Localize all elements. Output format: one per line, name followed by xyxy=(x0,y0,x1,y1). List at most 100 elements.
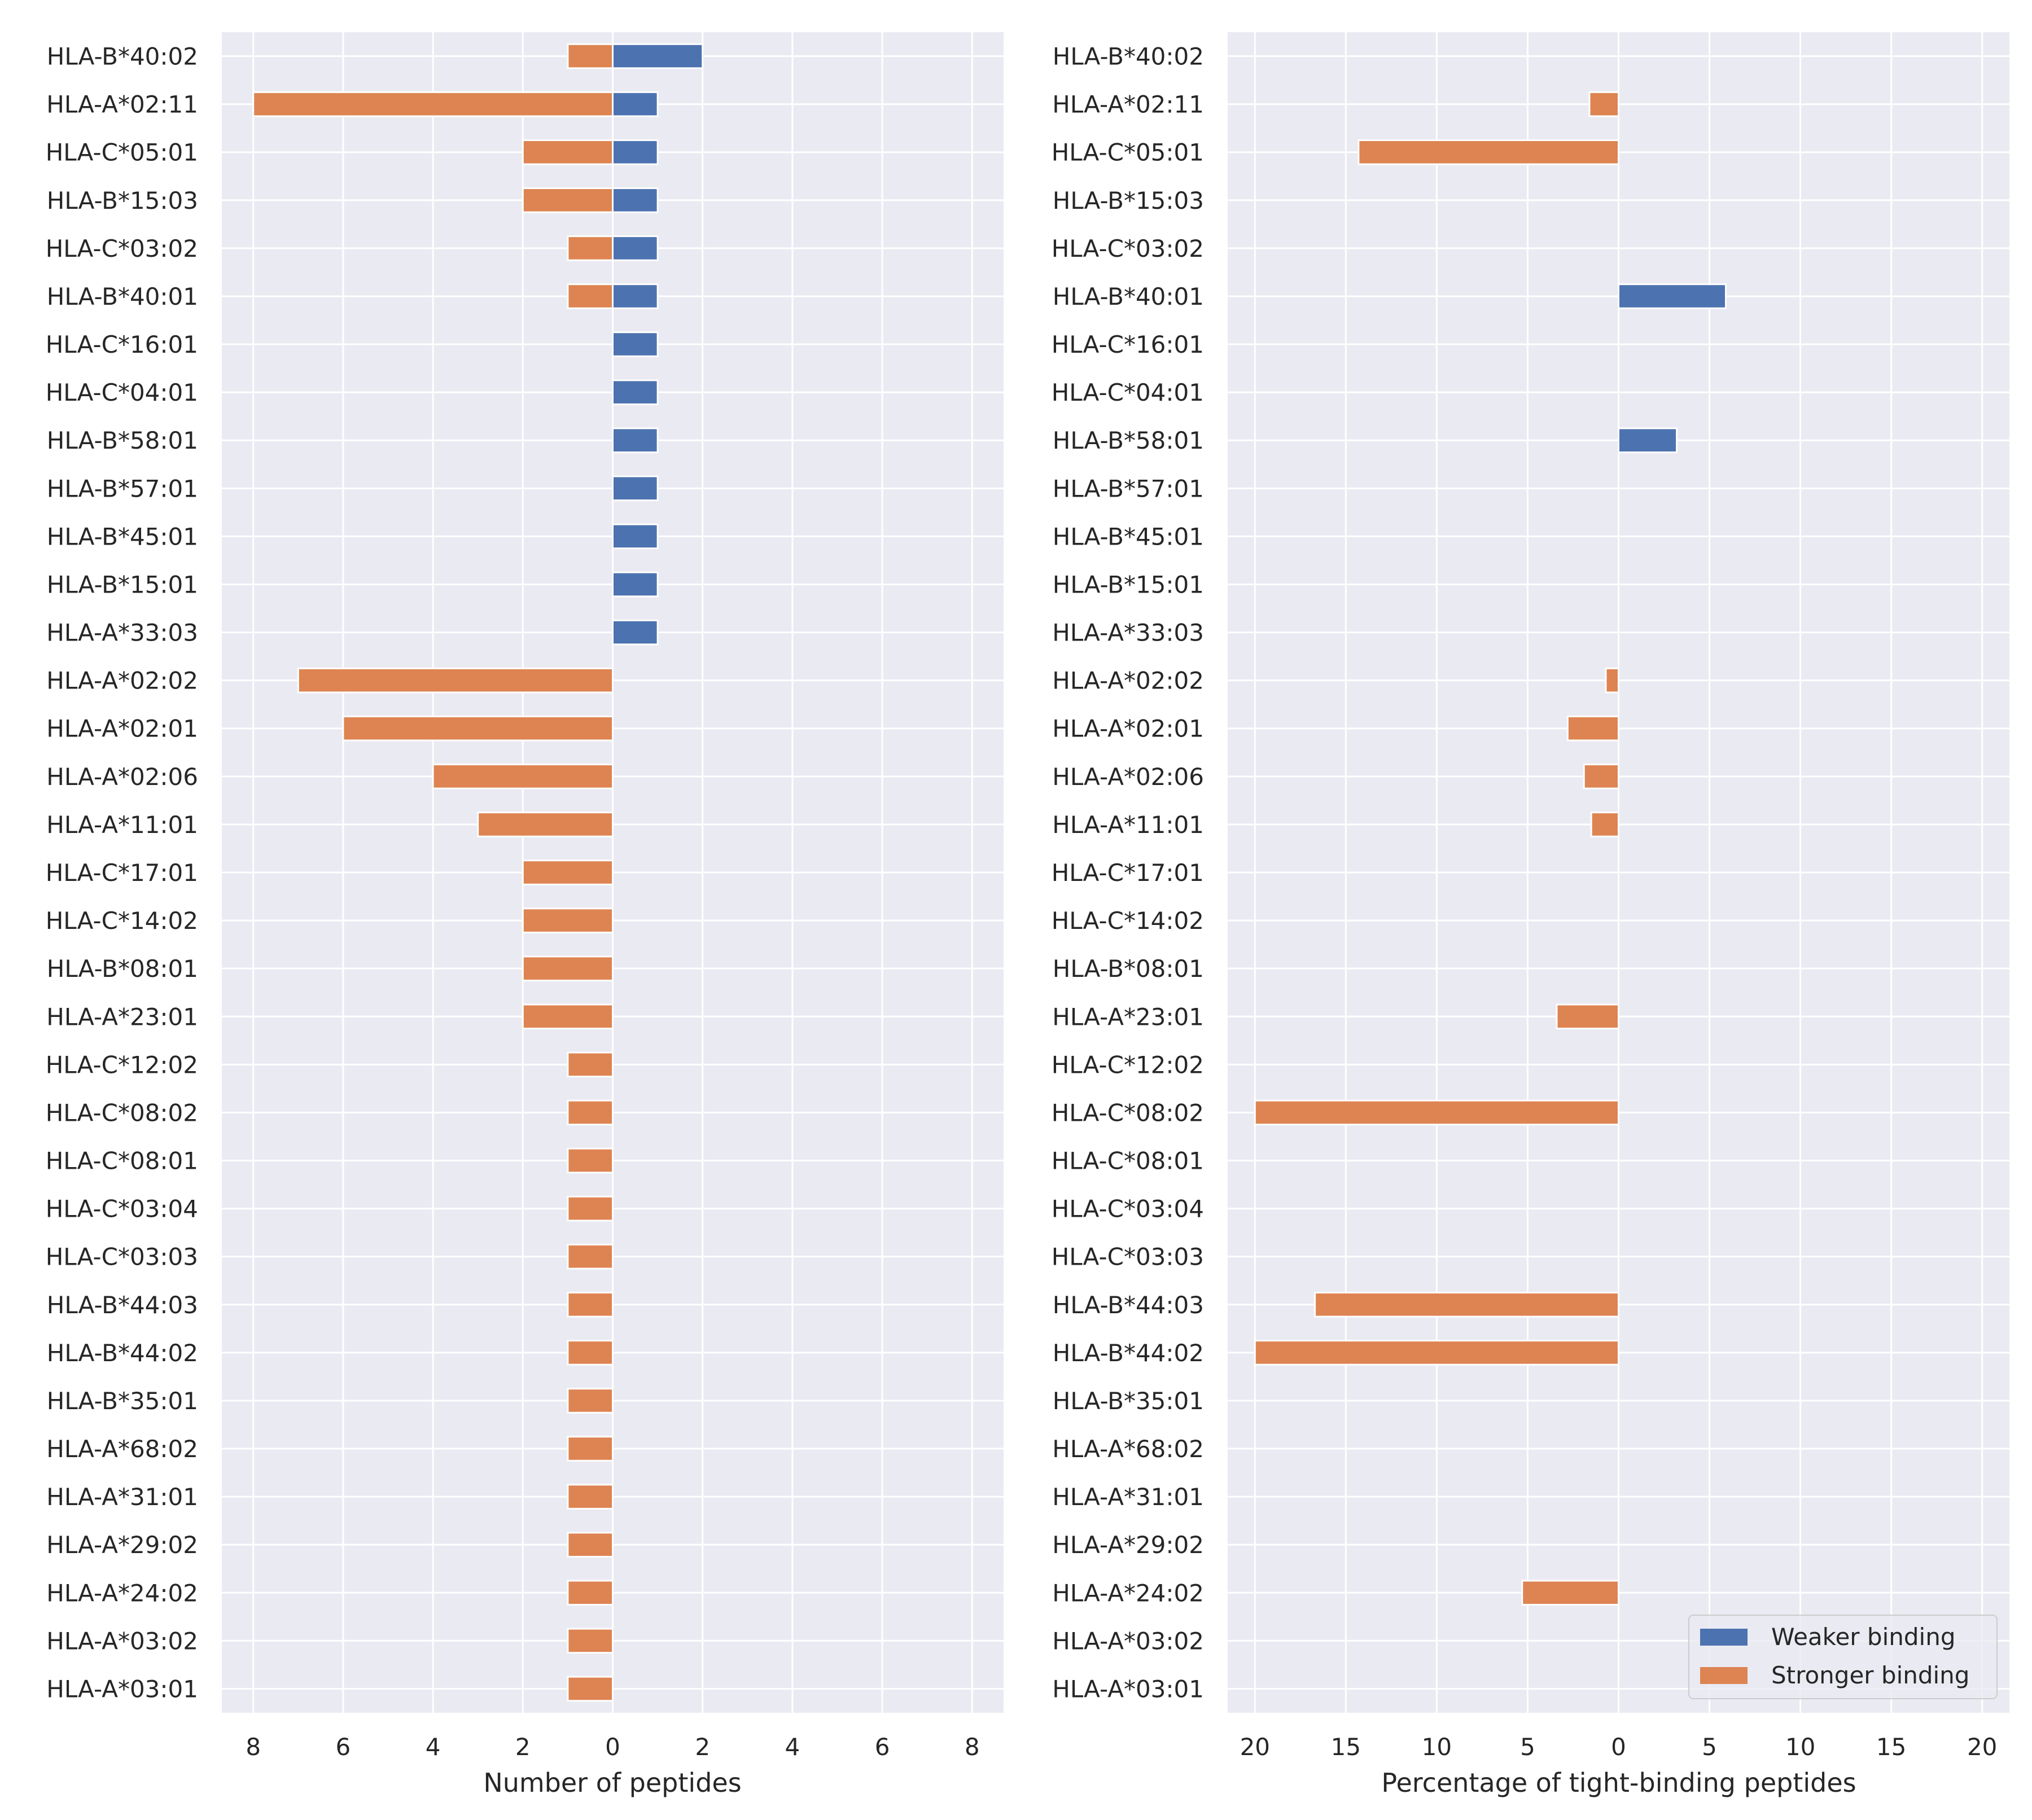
right-y-tick-label: HLA-A*11:01 xyxy=(1052,811,1204,839)
left-bar-stronger xyxy=(522,1003,614,1030)
right-y-tick-label: HLA-A*29:02 xyxy=(1052,1531,1204,1559)
legend-swatch-stronger xyxy=(1700,1667,1748,1684)
legend-box xyxy=(1688,1615,1998,1699)
left-x-tick-label: 4 xyxy=(785,1733,800,1761)
left-y-tick-label: HLA-A*33:03 xyxy=(46,619,198,647)
left-y-tick-label: HLA-A*11:01 xyxy=(46,811,198,839)
left-bar-stronger xyxy=(567,1580,614,1606)
left-y-tick-label: HLA-A*29:02 xyxy=(46,1531,198,1559)
left-y-tick-label: HLA-B*35:01 xyxy=(47,1387,198,1415)
left-y-tick-label: HLA-C*03:03 xyxy=(46,1243,198,1271)
left-y-tick-label: HLA-B*58:01 xyxy=(47,427,198,454)
left-panel-number-of-peptides: 8 6 4 2 0 2 4 6 8 HLA-B*40:02 HLA-A*02:11 HLA-C*05:… xyxy=(46,32,1004,1761)
left-y-tick-label: HLA-B*45:01 xyxy=(47,523,198,550)
left-bar-stronger xyxy=(477,812,614,837)
right-x-tick-label: 20 xyxy=(1240,1733,1270,1761)
right-bar-stronger xyxy=(1605,667,1619,694)
right-y-tick-label: HLA-B*44:03 xyxy=(1053,1291,1204,1319)
left-bar-stronger xyxy=(567,1195,614,1222)
right-bar-stronger xyxy=(1583,764,1619,790)
left-y-tick-label: HLA-C*14:02 xyxy=(46,907,198,935)
right-y-tick-label: HLA-B*57:01 xyxy=(1053,475,1204,502)
legend-swatch-weaker xyxy=(1700,1629,1748,1646)
right-y-tick-label: HLA-C*12:02 xyxy=(1052,1051,1204,1078)
left-bar-stronger xyxy=(567,1388,614,1414)
right-y-tick-label: HLA-B*15:01 xyxy=(1053,571,1204,598)
left-bar-stronger xyxy=(342,715,614,742)
right-y-tick-label: HLA-C*05:01 xyxy=(1052,139,1204,166)
left-bar-weaker xyxy=(612,619,659,646)
left-bar-stronger xyxy=(567,1099,614,1126)
right-y-tick-label: HLA-B*40:02 xyxy=(1053,43,1204,71)
right-y-tick-label: HLA-B*35:01 xyxy=(1053,1387,1204,1415)
right-panel-percentage-tight-binding: 20 15 10 5 0 5 10 15 20 HLA-B*40:02 HLA-A*02:11 HLA… xyxy=(1052,32,2009,1761)
left-y-tick-label: HLA-C*03:04 xyxy=(46,1195,198,1223)
right-bar-stronger xyxy=(1556,1003,1619,1030)
left-x-tick-label: 8 xyxy=(246,1733,261,1761)
left-bar-weaker xyxy=(612,43,704,69)
left-x-tick-label: 8 xyxy=(965,1733,980,1761)
right-x-tick-label: 20 xyxy=(1967,1733,1997,1761)
right-y-tick-label: HLA-A*02:01 xyxy=(1052,715,1204,743)
left-y-tick-label: HLA-A*02:02 xyxy=(46,667,198,695)
left-y-tick-label: HLA-A*02:11 xyxy=(46,91,198,119)
left-x-tick-label: 0 xyxy=(605,1733,620,1761)
left-bar-stronger xyxy=(432,764,614,790)
left-bar-stronger xyxy=(567,1628,614,1654)
left-y-tick-label: HLA-C*03:02 xyxy=(46,235,198,262)
right-y-tick-label: HLA-B*45:01 xyxy=(1053,523,1204,550)
left-y-tick-label: HLA-A*31:01 xyxy=(46,1483,198,1511)
left-y-tick-label: HLA-C*08:02 xyxy=(46,1099,198,1126)
right-y-tick-label: HLA-C*03:03 xyxy=(1052,1243,1204,1271)
left-x-tick-label: 4 xyxy=(426,1733,441,1761)
right-y-tick-label: HLA-C*17:01 xyxy=(1052,859,1204,887)
left-bar-stronger xyxy=(567,1340,614,1366)
left-y-tick-label: HLA-B*15:03 xyxy=(47,187,198,214)
right-bar-stronger xyxy=(1314,1292,1620,1318)
left-y-tick-label: HLA-A*68:02 xyxy=(46,1435,198,1463)
left-bar-stronger xyxy=(522,139,614,165)
right-y-tick-label: HLA-C*14:02 xyxy=(1052,907,1204,935)
left-bar-weaker xyxy=(612,475,659,502)
left-y-tick-label: HLA-C*17:01 xyxy=(46,859,198,887)
right-y-tick-label: HLA-A*24:02 xyxy=(1052,1579,1204,1607)
legend-label-stronger: Stronger binding xyxy=(1771,1661,1969,1689)
right-y-tick-label: HLA-A*23:01 xyxy=(1052,1003,1204,1030)
left-bar-weaker xyxy=(612,523,659,550)
right-x-tick-label: 15 xyxy=(1331,1733,1361,1761)
right-y-tick-label: HLA-C*08:01 xyxy=(1052,1147,1204,1175)
right-y-tick-label: HLA-B*08:01 xyxy=(1053,955,1204,983)
left-y-tick-label: HLA-A*03:01 xyxy=(46,1675,198,1703)
right-bar-weaker xyxy=(1618,283,1727,309)
right-y-tick-label: HLA-B*40:01 xyxy=(1053,283,1204,310)
left-bar-stronger xyxy=(297,667,614,694)
left-bar-stronger xyxy=(567,43,614,69)
right-y-tick-label: HLA-A*02:11 xyxy=(1052,91,1204,119)
right-y-tick-label: HLA-B*15:03 xyxy=(1053,187,1204,214)
right-x-tick-label: 10 xyxy=(1422,1733,1452,1761)
left-y-tick-label: HLA-A*02:06 xyxy=(46,763,198,791)
right-y-tick-label: HLA-A*02:02 xyxy=(1052,667,1204,695)
legend-label-weaker: Weaker binding xyxy=(1771,1623,1955,1651)
right-bar-stronger xyxy=(1357,139,1619,165)
right-y-tick-label: HLA-B*58:01 xyxy=(1053,427,1204,454)
right-y-tick-label: HLA-A*33:03 xyxy=(1052,619,1204,647)
left-y-tick-label: HLA-B*57:01 xyxy=(47,475,198,502)
right-x-axis-label: Percentage of tight-binding peptides xyxy=(1381,1768,1856,1798)
right-bar-weaker xyxy=(1618,427,1678,454)
left-bar-weaker xyxy=(612,235,659,261)
left-bar-stronger xyxy=(567,1484,614,1510)
left-y-tick-label: HLA-C*04:01 xyxy=(46,379,198,406)
right-y-tick-label: HLA-B*44:02 xyxy=(1053,1339,1204,1367)
left-y-tick-label: HLA-A*24:02 xyxy=(46,1579,198,1607)
left-bar-weaker xyxy=(612,187,659,213)
left-x-tick-label: 6 xyxy=(875,1733,890,1761)
left-y-tick-label: HLA-B*15:01 xyxy=(47,571,198,598)
right-y-tick-label: HLA-A*02:06 xyxy=(1052,763,1204,791)
left-y-tick-label: HLA-C*12:02 xyxy=(46,1051,198,1078)
left-x-axis-label: Number of peptides xyxy=(483,1768,741,1798)
left-x-tick-label: 2 xyxy=(515,1733,531,1761)
right-bar-stronger xyxy=(1254,1340,1619,1366)
right-bar-stronger xyxy=(1590,812,1619,837)
